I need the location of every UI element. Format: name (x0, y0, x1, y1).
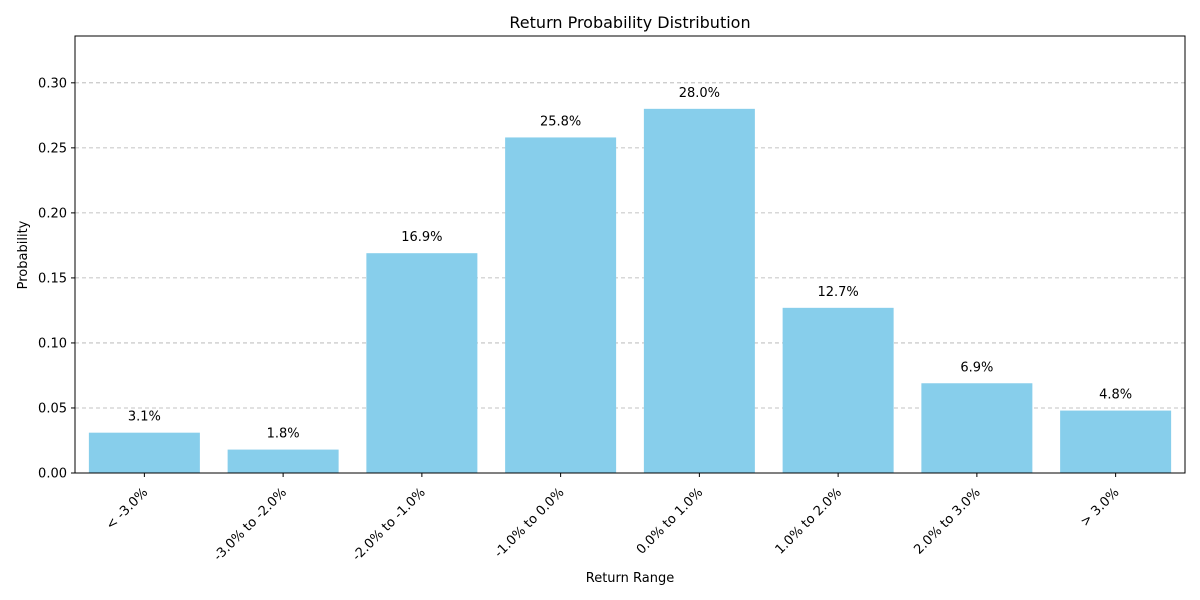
bar-value-label: 3.1% (128, 410, 161, 425)
bar (366, 253, 478, 473)
x-tick-label: 1.0% to 2.0% (773, 485, 845, 557)
y-tick-label: 0.25 (38, 141, 67, 156)
x-axis-label: Return Range (586, 571, 674, 586)
bar (921, 383, 1033, 473)
y-tick-label: 0.10 (38, 336, 67, 351)
bar-value-label: 25.8% (540, 114, 581, 129)
x-tick-label: -3.0% to -2.0% (211, 485, 290, 564)
bar (505, 137, 617, 474)
bar (782, 307, 894, 473)
x-tick-layer: < -3.0% -3.0% to -2.0% -2.0% to -1.0% -1.0%… (103, 473, 1122, 564)
bar-value-label: 1.8% (267, 427, 300, 442)
y-tick-label: 0.00 (38, 467, 67, 482)
x-tick-label: < -3.0% (103, 485, 151, 533)
bar-value-label: 4.8% (1099, 388, 1132, 403)
x-tick-label: -2.0% to -1.0% (350, 485, 429, 564)
chart-title: Return Probability Distribution (509, 13, 750, 32)
bar (227, 449, 339, 473)
y-tick-label: 0.20 (38, 206, 67, 221)
y-tick-label: 0.05 (38, 401, 67, 416)
bar-value-label: 28.0% (679, 86, 720, 101)
y-axis-label: Probability (16, 220, 31, 289)
x-tick-label: > 3.0% (1078, 485, 1123, 530)
bar (1060, 410, 1172, 473)
bar-value-label: 6.9% (960, 360, 993, 375)
y-tick-layer: 0.00 0.05 0.10 0.15 0.20 0.25 0.30 (38, 76, 75, 482)
y-tick-label: 0.30 (38, 76, 67, 91)
bar (643, 108, 755, 473)
bar-layer (88, 108, 1172, 474)
y-tick-label: 0.15 (38, 271, 67, 286)
x-tick-label: -1.0% to 0.0% (492, 485, 568, 561)
x-tick-label: 0.0% to 1.0% (634, 485, 706, 557)
bar-value-label: 16.9% (401, 230, 442, 245)
axes-frame (74, 35, 1186, 474)
x-tick-label: 2.0% to 3.0% (911, 485, 983, 557)
data-label-layer: 3.1% 1.8% 16.9% 25.8% 28.0% 12.7% 6.9% 4.8% (128, 86, 1132, 442)
bar-value-label: 12.7% (817, 285, 858, 300)
grid-layer (75, 82, 1185, 474)
bar (88, 432, 200, 473)
